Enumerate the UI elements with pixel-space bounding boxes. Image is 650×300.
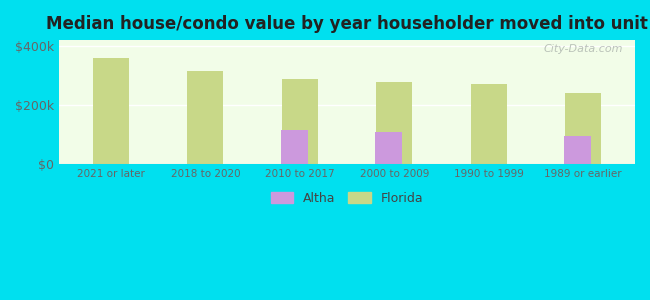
Bar bbox=[93, 58, 129, 164]
Legend: Altha, Florida: Altha, Florida bbox=[266, 187, 428, 210]
Title: Median house/condo value by year householder moved into unit: Median house/condo value by year househo… bbox=[46, 15, 648, 33]
Text: City-Data.com: City-Data.com bbox=[544, 44, 623, 54]
Bar bbox=[375, 132, 402, 164]
Bar bbox=[281, 130, 308, 164]
Bar bbox=[564, 136, 591, 164]
Bar bbox=[187, 71, 224, 164]
Bar bbox=[471, 84, 506, 164]
Bar bbox=[282, 79, 318, 164]
Bar bbox=[565, 93, 601, 164]
Bar bbox=[376, 82, 412, 164]
